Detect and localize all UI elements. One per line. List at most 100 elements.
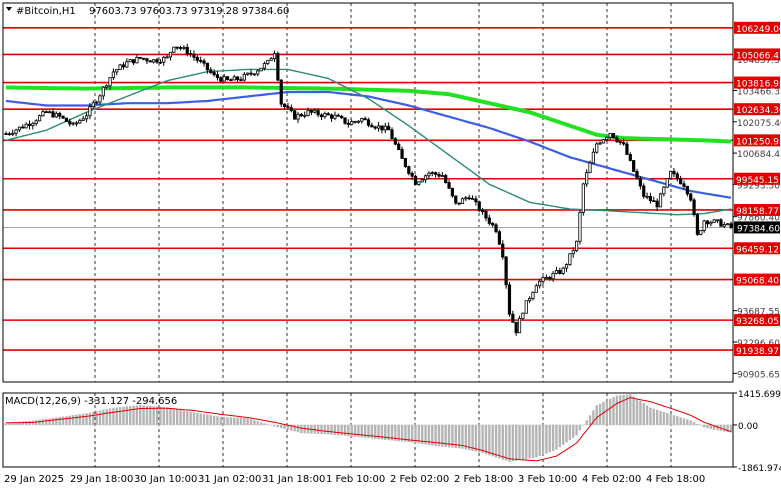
candle-body (356, 120, 361, 123)
macd-histogram-bar (145, 405, 149, 425)
macd-histogram-bar (676, 416, 679, 425)
macd-histogram-bar (179, 409, 182, 425)
candle-body (709, 221, 713, 225)
level-label-bg (734, 203, 780, 216)
macd-histogram-bar (122, 406, 125, 425)
candle-body (323, 113, 327, 118)
candle-body (615, 137, 619, 143)
candle-body (504, 256, 508, 286)
candle-body (172, 46, 176, 53)
macd-histogram-bar (511, 424, 515, 462)
candle-body (145, 58, 149, 62)
candle-body (608, 133, 612, 138)
macd-histogram-bar (61, 416, 65, 425)
macd-histogram-bar (269, 424, 273, 426)
candle-body (91, 102, 95, 108)
candle-body (457, 202, 461, 205)
candle-body (370, 124, 374, 128)
macd-histogram-bar (333, 424, 337, 436)
macd-histogram-bar (602, 402, 605, 425)
macd-histogram-bar (340, 424, 343, 436)
macd-histogram-bar (175, 409, 179, 425)
candle-body (363, 118, 367, 121)
macd-histogram-bar (555, 424, 558, 450)
candle-body (235, 76, 240, 81)
candle-body (256, 70, 260, 75)
candle-body (61, 115, 65, 119)
candle-body (507, 284, 512, 315)
macd-histogram-bar (263, 423, 266, 425)
macd-histogram-bar (226, 417, 229, 425)
candle-body (225, 76, 230, 81)
candle-body (655, 200, 659, 208)
candle-body (672, 170, 676, 175)
macd-histogram-bar (568, 424, 572, 441)
ma-mid-line (5, 90, 732, 199)
candles (4, 43, 733, 336)
macd-histogram-bar (387, 424, 390, 441)
macd-histogram-bar (525, 424, 528, 460)
candle-body (440, 175, 444, 177)
candle-body (726, 223, 730, 226)
candle-body (444, 175, 448, 184)
macd-histogram-bar (95, 411, 98, 425)
macd-histogram-bar (481, 424, 484, 454)
candle-body (205, 62, 209, 71)
x-tick-label: 2 Feb 18:00 (454, 474, 513, 485)
candle-body (470, 197, 475, 200)
macd-histogram-bar (196, 412, 199, 425)
candle-body (397, 143, 401, 150)
candle-body (71, 122, 75, 125)
price-axis-tick-label: 90905.65 (737, 370, 780, 380)
macd-histogram-bar (139, 405, 142, 425)
macd-histogram-bar (699, 424, 702, 426)
candle-body (306, 110, 310, 116)
macd-histogram-bar (625, 394, 629, 425)
macd-histogram-bar (283, 424, 286, 429)
x-tick-label: 30 Jan 10:00 (134, 474, 197, 485)
macd-histogram-bar (424, 424, 427, 445)
macd-histogram-bar (172, 408, 176, 425)
macd-histogram-bar (377, 424, 380, 440)
candle-body (182, 46, 186, 49)
candle-body (7, 133, 11, 136)
candle-body (84, 115, 89, 120)
candle-body (108, 77, 112, 87)
macd-histogram-bar (390, 424, 394, 441)
candle-body (229, 79, 233, 82)
level-label-bg (734, 314, 780, 327)
candle-body (417, 181, 421, 185)
candle-body (410, 172, 414, 177)
macd-histogram-bar (441, 424, 444, 447)
candle-body (98, 95, 102, 103)
candle-body (135, 56, 139, 64)
current-price-label-bg (734, 221, 780, 234)
candle-body (4, 133, 8, 136)
candle-body (611, 133, 616, 139)
macd-histogram-bar (414, 424, 417, 444)
candle-body (376, 125, 381, 129)
candle-body (568, 253, 572, 265)
macd-histogram-bar (431, 424, 434, 446)
candle-body (95, 101, 99, 104)
candle-body (464, 197, 468, 200)
macd-histogram-bar (149, 405, 152, 425)
candle-body (668, 170, 673, 179)
macd-histogram-bar (186, 411, 189, 425)
candle-body (195, 56, 199, 61)
candle-body (407, 166, 411, 174)
candle-body (309, 110, 314, 113)
candle-body (413, 175, 418, 185)
macd-histogram-bar (182, 410, 186, 425)
chart-menu-triangle-icon[interactable] (6, 7, 12, 11)
macd-histogram-bar (558, 424, 562, 448)
candle-body (635, 171, 639, 180)
candle-body (192, 53, 196, 58)
candle-body (366, 119, 371, 126)
macd-histogram-bar (457, 424, 461, 449)
candle-body (222, 76, 226, 82)
macd-histogram-bar (233, 417, 236, 425)
candle-body (491, 222, 495, 226)
